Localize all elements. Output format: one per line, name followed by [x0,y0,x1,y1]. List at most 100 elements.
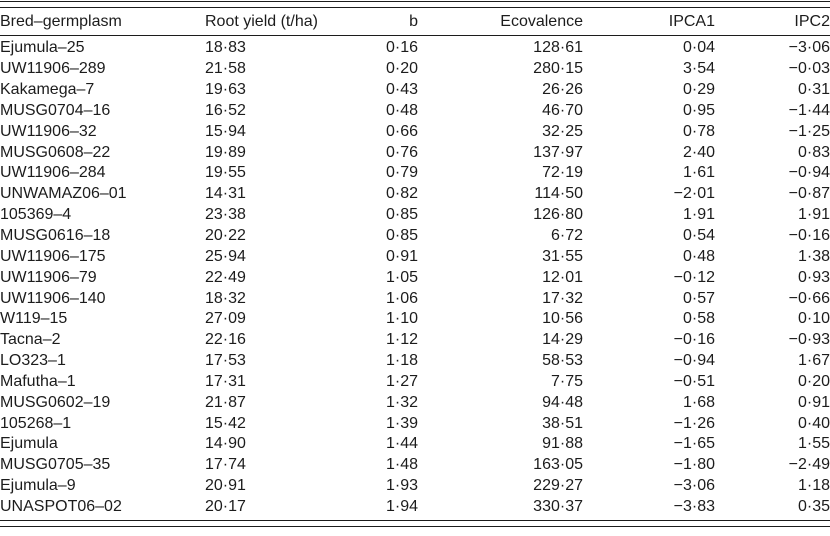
cell-ecovalence: 163·05 [533,456,583,474]
cell-ecovalence: 38·51 [542,414,583,432]
cell-ecovalence: 72·19 [542,164,583,182]
cell-ipca1: −1·80 [673,456,715,474]
cell-ipc2: −0·93 [788,331,830,349]
cell-ecovalence: 330·37 [533,497,583,515]
table-row: Kakamega–7 19·63 0·43 26·26 0·29 0·31 [0,80,830,101]
cell-ipca1: 0·54 [682,227,715,245]
cell-ipca1: 0·95 [682,101,715,119]
table-row: 105369–4 23·38 0·85 126·80 1·91 1·91 [0,205,830,226]
cell-bred_germplasm: Ejumula–25 [0,39,85,57]
cell-bred_germplasm: Tacna–2 [0,331,61,349]
table-row: UW11906–79 22·49 1·05 12·01 −0·12 0·93 [0,267,830,288]
cell-b: 0·85 [385,206,418,224]
cell-ecovalence: 14·29 [542,331,583,349]
cell-ecovalence: 137·97 [533,143,583,161]
cell-b: 0·76 [385,143,418,161]
cell-bred_germplasm: LO323–1 [0,352,66,370]
cell-b: 1·94 [385,497,418,515]
cell-ipc2: −1·25 [788,122,830,140]
cell-root_yield: 21·87 [205,393,246,411]
cell-bred_germplasm: MUSG0602–19 [0,393,111,411]
cell-ipca1: −0·51 [673,372,715,390]
rule-line [0,526,830,528]
table-row: Ejumula–25 18·83 0·16 128·61 0·04 −3·06 [0,36,830,59]
cell-ipc2: 0·31 [797,81,830,99]
cell-ipc2: 0·93 [797,268,830,286]
cell-b: 1·12 [385,331,418,349]
cell-root_yield: 21·58 [205,60,246,78]
cell-b: 1·06 [385,289,418,307]
cell-root_yield: 14·90 [205,435,246,453]
cell-bred_germplasm: Ejumula [0,435,58,453]
cell-ipca1: −2·01 [673,185,715,203]
cell-bred_germplasm: UW11906–175 [0,247,106,265]
cell-ecovalence: 10·56 [542,310,583,328]
cell-root_yield: 19·63 [205,81,246,99]
cell-ipc2: −0·03 [788,60,830,78]
cell-ipca1: 1·68 [682,393,715,411]
cell-ipc2: 0·20 [797,372,830,390]
cell-bred_germplasm: Kakamega–7 [0,81,95,99]
table-row: UW11906–175 25·94 0·91 31·55 0·48 1·38 [0,246,830,267]
cell-b: 0·91 [385,247,418,265]
table-row: W119–15 27·09 1·10 10·56 0·58 0·10 [0,309,830,330]
rule-line [0,1,830,2]
cell-root_yield: 17·74 [205,456,246,474]
cell-ipca1: −0·94 [673,352,715,370]
cell-ipc2: 0·40 [797,414,830,432]
cell-root_yield: 19·89 [205,143,246,161]
cell-bred_germplasm: Ejumula–9 [0,477,76,495]
cell-bred_germplasm: UNASPOT06–02 [0,497,122,515]
cell-ipc2: −0·94 [788,164,830,182]
table-row: MUSG0704–16 16·52 0·48 46·70 0·95 −1·44 [0,101,830,122]
cell-ipca1: 1·61 [682,164,715,182]
cell-root_yield: 19·55 [205,164,246,182]
cell-root_yield: 23·38 [205,206,246,224]
table-row: 105268–1 15·42 1·39 38·51 −1·26 0·40 [0,413,830,434]
column-header-b: b [330,8,418,36]
cell-root_yield: 27·09 [205,310,246,328]
cell-b: 0·43 [385,81,418,99]
cell-bred_germplasm: UNWAMAZ06–01 [0,185,127,203]
cell-b: 1·05 [385,268,418,286]
cell-ipca1: 1·91 [682,206,715,224]
cell-ecovalence: 32·25 [542,122,583,140]
column-header-bred_germplasm: Bred–germplasm [0,8,205,36]
cell-ipc2: 1·91 [797,206,830,224]
cell-ecovalence: 94·48 [542,393,583,411]
cell-ipca1: 0·57 [682,289,715,307]
cell-b: 0·66 [385,122,418,140]
cell-root_yield: 20·91 [205,477,246,495]
table-row: Ejumula–9 20·91 1·93 229·27 −3·06 1·18 [0,476,830,497]
table-header-row: Bred–germplasm Root yield (t/ha) b Ecovalen… [0,8,830,36]
cell-b: 0·16 [385,39,418,57]
cell-bred_germplasm: UW11906–289 [0,60,106,78]
table-row: LO323–1 17·53 1·18 58·53 −0·94 1·67 [0,351,830,372]
cell-bred_germplasm: MUSG0616–18 [0,227,111,245]
cell-bred_germplasm: UW11906–140 [0,289,106,307]
table-row: UW11906–284 19·55 0·79 72·19 1·61 −0·94 [0,163,830,184]
cell-ipca1: −0·16 [673,331,715,349]
table-row: MUSG0705–35 17·74 1·48 163·05 −1·80 −2·49 [0,455,830,476]
cell-root_yield: 15·94 [205,122,246,140]
table-row: UW11906–32 15·94 0·66 32·25 0·78 −1·25 [0,121,830,142]
cell-b: 0·48 [385,101,418,119]
cell-root_yield: 18·83 [205,39,246,57]
cell-bred_germplasm: MUSG0608–22 [0,143,111,161]
cell-root_yield: 20·22 [205,227,246,245]
cell-bred_germplasm: UW11906–284 [0,164,106,182]
cell-bred_germplasm: MUSG0705–35 [0,456,111,474]
cell-ecovalence: 91·88 [542,435,583,453]
cell-ipc2: 0·83 [797,143,830,161]
table-row: UNWAMAZ06–01 14·31 0·82 114·50 −2·01 −0·87 [0,184,830,205]
cell-bred_germplasm: UW11906–79 [0,268,97,286]
cell-ecovalence: 280·15 [533,60,583,78]
cell-bred_germplasm: 105268–1 [0,414,72,432]
cell-bred_germplasm: MUSG0704–16 [0,101,111,119]
cell-ipc2: 1·38 [797,247,830,265]
cell-b: 1·39 [385,414,418,432]
cell-ipca1: −0·12 [673,268,715,286]
cell-bred_germplasm: Mafutha–1 [0,372,76,390]
cell-ecovalence: 17·32 [542,289,583,307]
cell-ipc2: 1·67 [797,352,830,370]
